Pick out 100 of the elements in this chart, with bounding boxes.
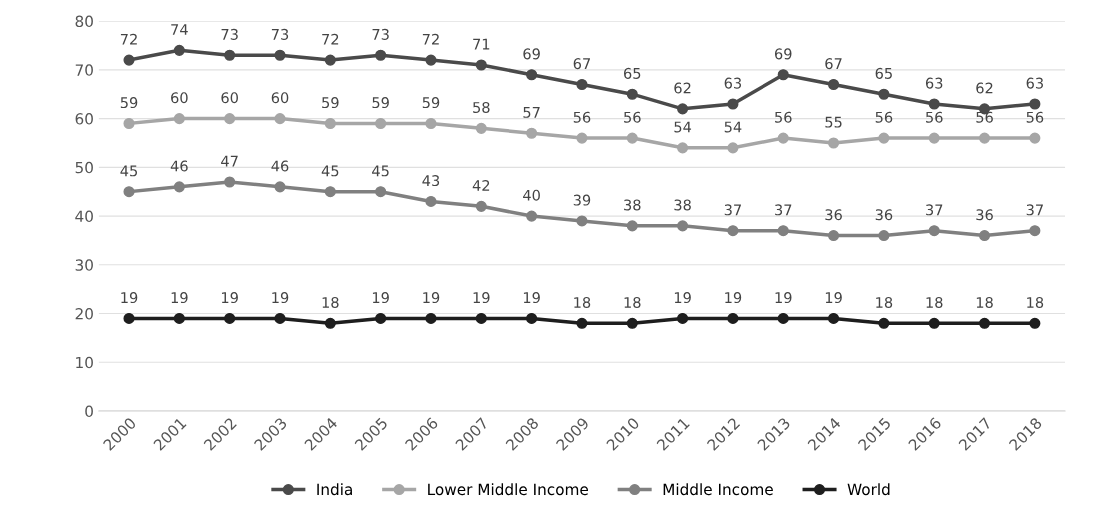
data-label: 56 <box>624 111 641 123</box>
point <box>978 132 991 144</box>
data-label: 42 <box>472 179 490 191</box>
data-label: 19 <box>725 292 742 304</box>
point <box>777 312 789 324</box>
point <box>475 312 487 324</box>
y-tick-label: 0 <box>85 405 93 418</box>
data-label: 36 <box>825 209 842 221</box>
data-label: 37 <box>1026 204 1043 216</box>
point <box>727 98 739 110</box>
data-label: 56 <box>1026 111 1044 123</box>
point <box>878 317 890 329</box>
data-label: 69 <box>523 48 540 60</box>
point <box>324 54 336 66</box>
point <box>526 210 538 222</box>
point <box>626 132 638 144</box>
point <box>526 312 538 324</box>
data-label: 59 <box>120 97 138 109</box>
y-tick-label: 70 <box>75 64 93 76</box>
data-label: 67 <box>573 58 590 70</box>
point <box>576 132 588 144</box>
data-label: 19 <box>473 292 490 304</box>
point <box>978 317 991 329</box>
point <box>576 78 588 91</box>
point <box>475 59 487 71</box>
point <box>677 220 689 232</box>
point <box>828 230 840 242</box>
point <box>878 230 890 242</box>
legend-label: India <box>317 483 352 496</box>
point <box>777 69 789 81</box>
point <box>324 186 336 198</box>
y-tick-label: 20 <box>75 308 93 320</box>
data-label: 36 <box>875 209 893 221</box>
point <box>274 181 286 193</box>
point <box>274 113 286 125</box>
data-label: 59 <box>372 97 389 109</box>
point <box>928 132 940 144</box>
point <box>173 181 185 193</box>
data-label: 19 <box>221 292 238 304</box>
point <box>727 142 739 154</box>
data-label: 73 <box>221 28 238 40</box>
point <box>224 176 236 188</box>
point <box>828 78 840 91</box>
point <box>777 132 789 144</box>
data-label: 63 <box>925 77 943 89</box>
point <box>224 312 236 324</box>
data-label: 45 <box>321 165 339 177</box>
point <box>375 117 387 130</box>
point <box>677 312 689 324</box>
data-label: 63 <box>1026 77 1043 89</box>
data-label: 58 <box>473 101 490 113</box>
point <box>626 88 638 100</box>
point <box>173 312 185 324</box>
y-tick-label: 10 <box>76 356 93 369</box>
data-label: 39 <box>573 194 591 206</box>
data-label: 73 <box>372 28 389 40</box>
data-label: 71 <box>473 38 490 50</box>
data-label: 19 <box>825 292 842 304</box>
point <box>324 317 336 329</box>
data-label: 60 <box>271 92 289 104</box>
data-label: 40 <box>523 189 540 201</box>
data-label: 19 <box>171 292 188 304</box>
data-label: 55 <box>825 116 842 128</box>
data-label: 38 <box>674 199 691 211</box>
point <box>123 312 135 324</box>
point <box>828 312 840 324</box>
data-label: 72 <box>322 33 339 45</box>
point <box>123 117 135 130</box>
point <box>928 98 940 110</box>
data-label: 18 <box>876 296 893 308</box>
data-label: 19 <box>372 292 389 304</box>
point <box>375 186 387 198</box>
data-label: 18 <box>322 296 339 308</box>
point <box>425 312 437 324</box>
legend-label: World <box>847 483 890 496</box>
data-label: 45 <box>120 165 138 177</box>
point <box>123 54 135 66</box>
point <box>978 230 991 242</box>
point <box>727 225 739 237</box>
data-label: 47 <box>221 155 238 167</box>
data-label: 18 <box>976 296 993 308</box>
point <box>425 195 437 208</box>
y-tick-label: 50 <box>75 161 93 174</box>
point <box>727 312 739 324</box>
point <box>878 88 890 100</box>
data-label: 62 <box>976 82 993 94</box>
data-label: 37 <box>926 204 943 216</box>
point <box>777 225 789 237</box>
point <box>425 117 437 130</box>
point <box>1029 132 1041 144</box>
data-label: 37 <box>724 204 741 216</box>
data-label: 65 <box>875 67 892 79</box>
point <box>475 122 487 134</box>
data-label: 19 <box>775 292 792 304</box>
point <box>375 49 387 61</box>
data-label: 67 <box>825 58 842 70</box>
point <box>224 49 236 61</box>
data-label: 19 <box>121 292 138 304</box>
data-label: 54 <box>674 121 692 133</box>
data-label: 43 <box>422 175 440 187</box>
